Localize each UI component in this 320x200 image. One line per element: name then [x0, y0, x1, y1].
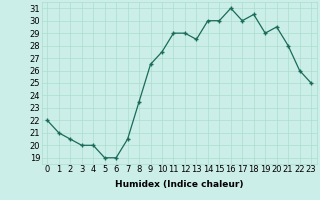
X-axis label: Humidex (Indice chaleur): Humidex (Indice chaleur) [115, 180, 244, 189]
